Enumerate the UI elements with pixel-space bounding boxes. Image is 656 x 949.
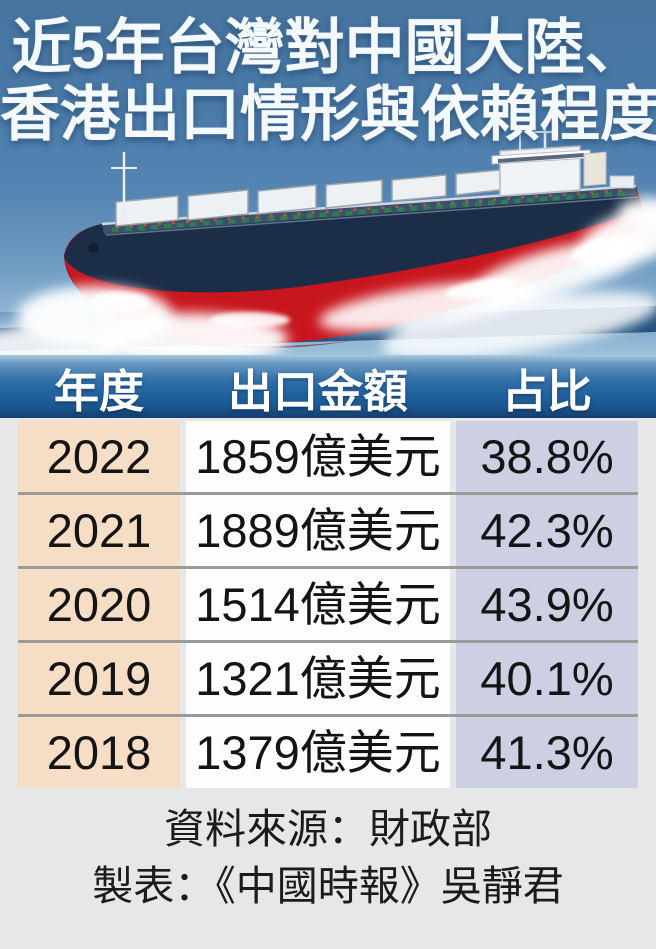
amount-cell: 1514億美元 bbox=[186, 569, 450, 640]
amount-cell: 1379億美元 bbox=[186, 717, 450, 788]
row-divider bbox=[18, 714, 638, 717]
title-line-1: 近5年台灣對中國大陸、 bbox=[11, 14, 645, 81]
table-row: 2021 1889億美元 42.3% bbox=[18, 495, 638, 566]
table-row: 2018 1379億美元 41.3% bbox=[18, 717, 638, 788]
share-cell: 42.3% bbox=[456, 495, 638, 566]
source-note: 資料來源：財政部 bbox=[164, 806, 492, 852]
table-row: 2020 1514億美元 43.9% bbox=[18, 569, 638, 640]
share-cell: 40.1% bbox=[456, 643, 638, 714]
column-header-year: 年度 bbox=[53, 366, 144, 417]
share-cell: 41.3% bbox=[456, 717, 638, 788]
year-cell: 2018 bbox=[18, 717, 180, 788]
cargo-ship-illustration bbox=[0, 125, 656, 355]
column-header-amount: 出口金額 bbox=[227, 366, 408, 417]
row-divider bbox=[18, 566, 638, 569]
table-row: 2019 1321億美元 40.1% bbox=[18, 643, 638, 714]
ship-superstructure bbox=[111, 125, 635, 220]
credit-note: 製表：《中國時報》吳靜君 bbox=[92, 863, 564, 909]
title-line-2: 香港出口情形與依賴程度 bbox=[0, 81, 656, 148]
amount-cell: 1859億美元 bbox=[186, 421, 450, 492]
year-cell: 2021 bbox=[18, 495, 180, 566]
year-cell: 2020 bbox=[18, 569, 180, 640]
hero-section: 近5年台灣對中國大陸、 香港出口情形與依賴程度 bbox=[0, 0, 656, 355]
amount-cell: 1321億美元 bbox=[186, 643, 450, 714]
column-header-share: 占比 bbox=[501, 366, 592, 417]
data-table: 2022 1859億美元 38.8% 2021 1889億美元 42.3% 20… bbox=[0, 418, 656, 788]
year-cell: 2022 bbox=[18, 421, 180, 492]
year-cell: 2019 bbox=[18, 643, 180, 714]
table-header: 年度 出口金額 占比 bbox=[0, 355, 656, 418]
row-divider bbox=[18, 492, 638, 495]
share-cell: 38.8% bbox=[456, 421, 638, 492]
row-divider bbox=[18, 640, 638, 643]
ship-wake bbox=[0, 197, 656, 355]
share-cell: 43.9% bbox=[456, 569, 638, 640]
table-row: 2022 1859億美元 38.8% bbox=[18, 421, 638, 492]
amount-cell: 1889億美元 bbox=[186, 495, 450, 566]
page-title: 近5年台灣對中國大陸、 香港出口情形與依賴程度 bbox=[0, 14, 656, 148]
ship-hatch-covers bbox=[115, 169, 501, 227]
footer-section: 資料來源：財政部 製表：《中國時報》吳靜君 bbox=[0, 788, 656, 949]
